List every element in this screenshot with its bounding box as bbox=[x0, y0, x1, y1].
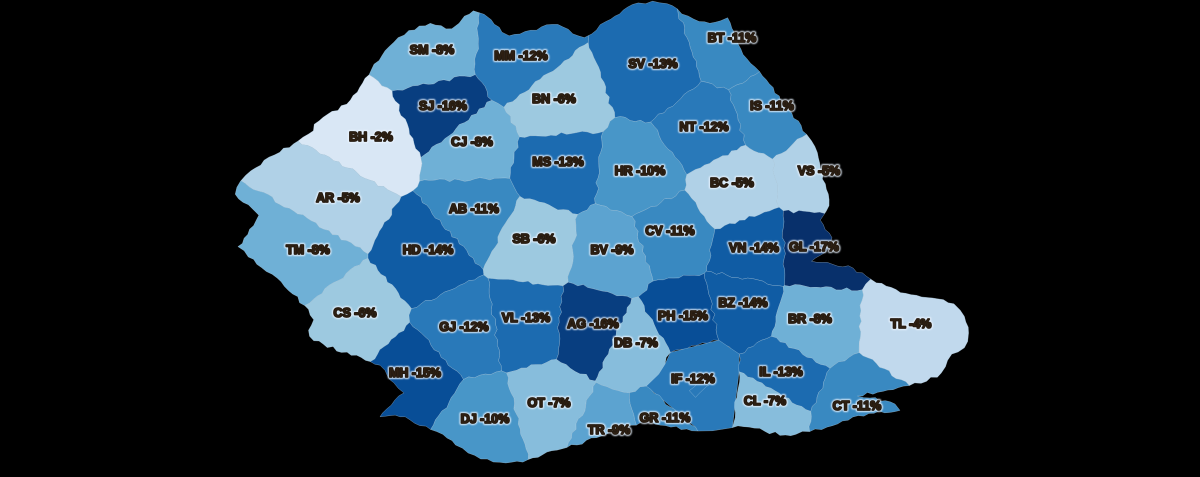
svg-text:CL -7%: CL -7% bbox=[744, 394, 786, 408]
svg-text:SB -6%: SB -6% bbox=[512, 232, 555, 246]
svg-text:CT -11%: CT -11% bbox=[833, 399, 882, 413]
svg-text:SV -13%: SV -13% bbox=[628, 57, 677, 71]
svg-text:SM -8%: SM -8% bbox=[410, 43, 454, 57]
svg-text:TR -9%: TR -9% bbox=[588, 423, 630, 437]
svg-text:SJ -16%: SJ -16% bbox=[419, 99, 467, 113]
svg-text:BZ -14%: BZ -14% bbox=[718, 296, 767, 310]
svg-text:HD -14%: HD -14% bbox=[403, 243, 454, 257]
svg-text:AR -5%: AR -5% bbox=[316, 191, 360, 205]
svg-text:CV -11%: CV -11% bbox=[645, 224, 694, 238]
svg-text:IF -12%: IF -12% bbox=[671, 372, 715, 386]
svg-text:IL -13%: IL -13% bbox=[759, 365, 803, 379]
svg-text:OT -7%: OT -7% bbox=[527, 396, 570, 410]
svg-text:MH -15%: MH -15% bbox=[389, 366, 441, 380]
svg-text:MS -13%: MS -13% bbox=[532, 155, 583, 169]
svg-text:CJ -8%: CJ -8% bbox=[451, 135, 493, 149]
svg-text:VS -5%: VS -5% bbox=[798, 164, 840, 178]
svg-text:IS -11%: IS -11% bbox=[750, 99, 794, 113]
svg-text:CS -6%: CS -6% bbox=[333, 306, 376, 320]
svg-text:VL -13%: VL -13% bbox=[502, 311, 550, 325]
svg-text:TM -8%: TM -8% bbox=[286, 243, 330, 257]
svg-text:BC -5%: BC -5% bbox=[710, 176, 754, 190]
svg-text:BH -2%: BH -2% bbox=[349, 130, 393, 144]
svg-text:HR -10%: HR -10% bbox=[615, 164, 666, 178]
svg-text:BN -6%: BN -6% bbox=[532, 92, 576, 106]
svg-text:BT -11%: BT -11% bbox=[708, 31, 757, 45]
svg-text:NT -12%: NT -12% bbox=[679, 120, 728, 134]
svg-text:GR -11%: GR -11% bbox=[640, 411, 691, 425]
svg-text:DB -7%: DB -7% bbox=[614, 336, 658, 350]
svg-text:BV -9%: BV -9% bbox=[590, 243, 633, 257]
svg-text:AB -11%: AB -11% bbox=[449, 202, 499, 216]
svg-text:GJ -12%: GJ -12% bbox=[439, 320, 488, 334]
svg-text:TL -4%: TL -4% bbox=[891, 317, 932, 331]
svg-text:DJ -10%: DJ -10% bbox=[461, 412, 510, 426]
svg-text:BR -8%: BR -8% bbox=[788, 312, 832, 326]
svg-text:GL -17%: GL -17% bbox=[789, 240, 839, 254]
svg-text:VN -14%: VN -14% bbox=[729, 241, 779, 255]
svg-text:AG -16%: AG -16% bbox=[567, 317, 618, 331]
svg-text:PH -15%: PH -15% bbox=[658, 309, 708, 323]
svg-text:MM -12%: MM -12% bbox=[494, 49, 547, 63]
